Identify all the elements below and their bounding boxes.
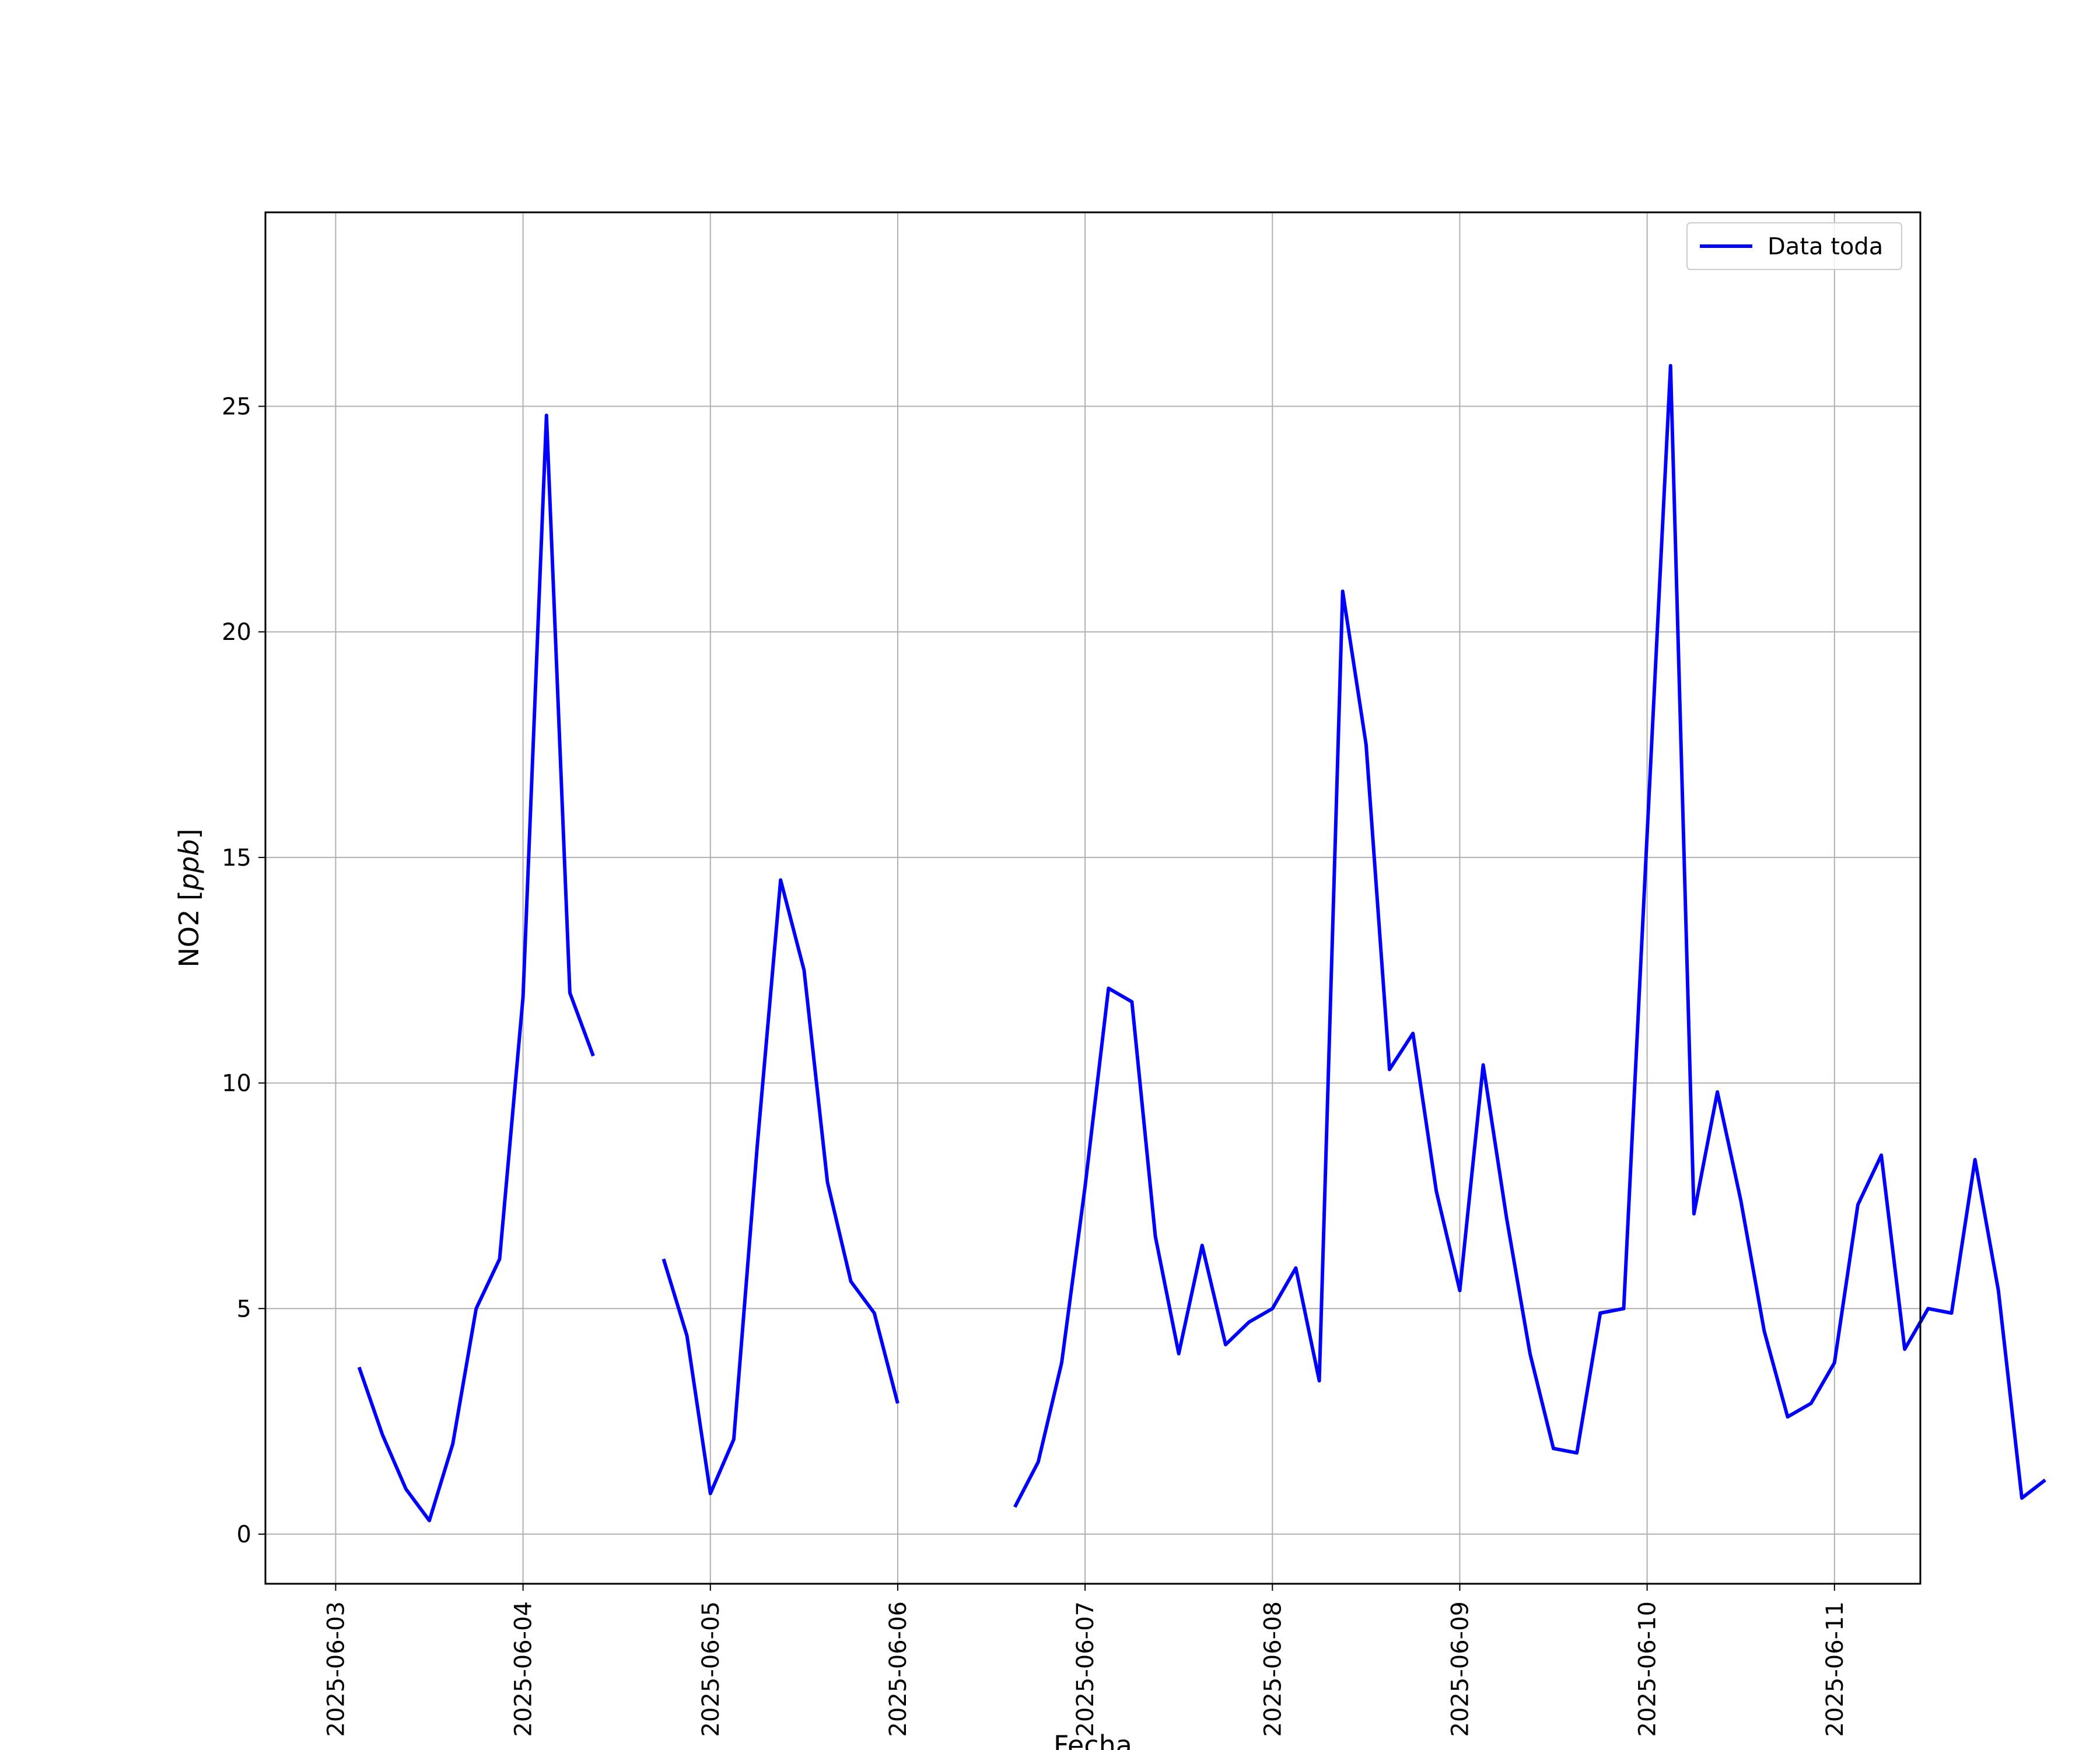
legend: Data toda [1686, 222, 1902, 270]
plot-frame [264, 211, 1922, 1585]
data-series [357, 363, 2046, 1522]
y-tick-label: 20 [222, 619, 251, 646]
y-tick-label: 25 [222, 394, 251, 421]
legend-label-data-toda: Data toda [1768, 233, 1883, 260]
y-tick-label: 15 [222, 845, 251, 872]
x-axis-title: Fecha [1054, 1730, 1132, 1750]
y-axis-title-suffix: ] [173, 828, 205, 839]
y-axis-title-prefix: NO2 [ [173, 890, 205, 967]
legend-box [1686, 222, 1902, 270]
y-axis-title: NO2 [ppb] [173, 828, 205, 967]
y-axis-title-unit: ppb [173, 839, 205, 891]
grid-lines [265, 212, 1920, 1584]
x-tick-label: 2025-06-11 [1822, 1601, 1849, 1737]
series-line-segment [662, 878, 900, 1496]
x-tick-label: 2025-06-05 [698, 1601, 724, 1737]
series-line-segment [1013, 363, 2046, 1508]
y-tick-label: 0 [237, 1521, 251, 1548]
x-tick-labels: 2025-06-03 2025-06-04 2025-06-05 2025-06-06… [323, 1601, 1848, 1737]
y-tick-label: 10 [222, 1070, 251, 1097]
y-tick-label: 5 [237, 1296, 251, 1322]
x-tick-label: 2025-06-09 [1447, 1601, 1474, 1737]
y-tick-labels: 0 5 10 15 20 25 [222, 394, 251, 1548]
x-tick-label: 2025-06-10 [1634, 1601, 1661, 1737]
x-tick-label: 2025-06-03 [323, 1601, 349, 1737]
axis-ticks [258, 405, 1835, 1591]
x-tick-label: 2025-06-08 [1259, 1601, 1286, 1737]
x-tick-label: 2025-06-04 [510, 1601, 537, 1737]
series-line-segment [357, 414, 595, 1522]
x-tick-label: 2025-06-07 [1072, 1601, 1099, 1737]
x-tick-label: 2025-06-06 [885, 1601, 912, 1737]
